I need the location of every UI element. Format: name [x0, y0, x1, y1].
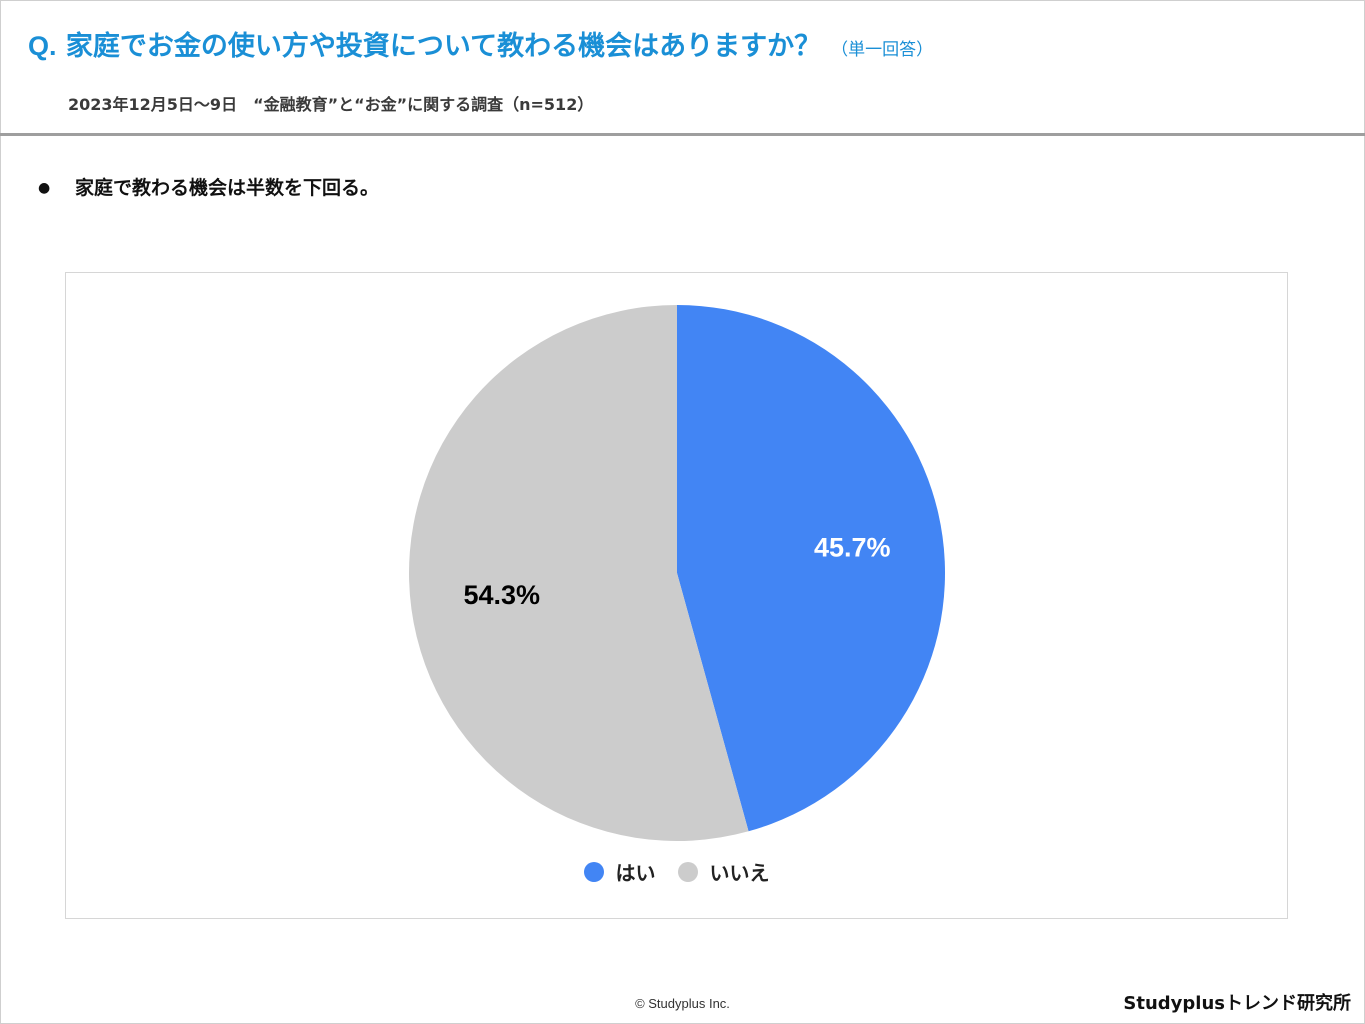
question-prefix: Q.: [28, 31, 57, 61]
question-title: Q. 家庭でお金の使い方や投資について教わる機会はありますか？ （単一回答）: [28, 26, 933, 70]
brand-logo-text: Studyplusトレンド研究所: [1123, 993, 1351, 1014]
answer-type-note: （単一回答）: [831, 40, 934, 60]
slice-label-yes: 45.7%: [814, 532, 891, 562]
legend-label: いいえ: [709, 861, 770, 885]
question-text: 家庭でお金の使い方や投資について教わる機会はありますか？: [65, 31, 822, 62]
pie-slice-no: [409, 305, 749, 841]
pie-chart: 45.7% 54.3%: [409, 305, 946, 841]
legend-swatch-icon: [583, 861, 604, 882]
survey-info: 2023年12月5日～9日 “金融教育”と“お金”に関する調査（n=512）: [68, 95, 594, 114]
copyright: © Studyplus Inc.: [635, 996, 730, 1011]
bullet-icon: ●: [38, 180, 51, 196]
legend-swatch-icon: [677, 861, 698, 882]
legend-label: はい: [615, 861, 656, 885]
chart-legend: はい いいえ: [66, 857, 1287, 886]
header-divider: [0, 133, 1365, 136]
chart-panel: 45.7% 54.3% はい いいえ: [65, 272, 1288, 919]
key-finding: ● 家庭で教わる機会は半数を下回る。: [38, 173, 379, 203]
pie-slice-yes: [677, 305, 946, 832]
slice-label-no: 54.3%: [463, 580, 540, 610]
legend-item-yes: はい: [583, 857, 656, 886]
legend-item-no: いいえ: [677, 857, 770, 886]
key-finding-text: 家庭で教わる機会は半数を下回る。: [75, 177, 380, 199]
